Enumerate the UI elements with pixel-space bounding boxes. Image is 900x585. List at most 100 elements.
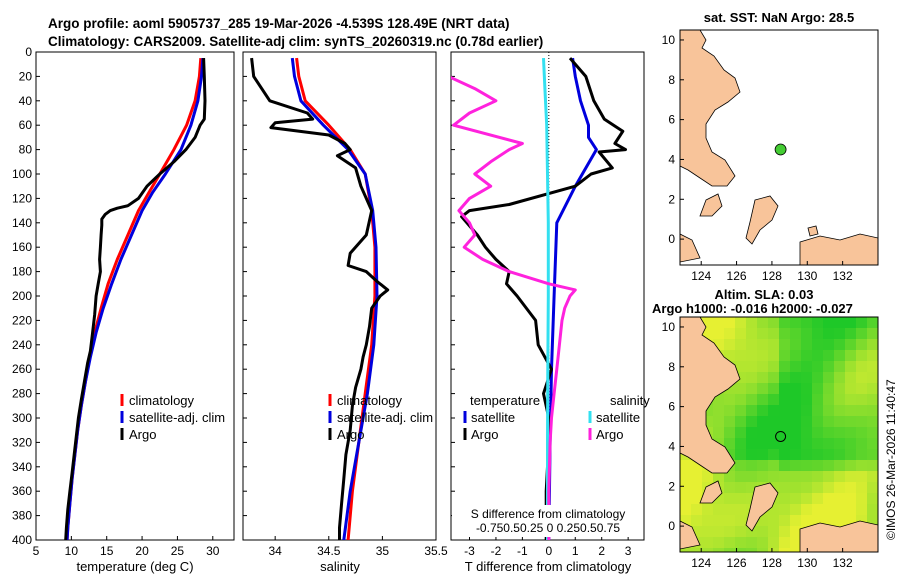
sla-cell: [834, 460, 846, 472]
sla-cell: [746, 537, 758, 549]
sla-cell: [691, 471, 703, 483]
x-tick-label: 1: [572, 544, 579, 558]
sla-cell: [823, 416, 835, 428]
sla-cell: [834, 383, 846, 395]
figure-title-line1: Argo profile: aoml 5905737_285 19-Mar-20…: [48, 16, 509, 31]
sla-cell: [779, 548, 791, 552]
sla-cell: [867, 493, 878, 505]
sla-cell: [735, 493, 747, 505]
argo-float-marker: [774, 143, 787, 156]
sla-cell: [779, 438, 791, 450]
y-tick-label: 380: [12, 509, 32, 523]
y-tick-label: 100: [12, 167, 32, 181]
sla-cell: [812, 317, 824, 329]
series-salinity-satellite: [542, 58, 550, 540]
sla-cell: [724, 548, 736, 552]
sla-cell: [823, 317, 835, 329]
sla-cell: [812, 471, 824, 483]
difference-xlabel: T difference from climatology: [465, 559, 632, 574]
sla-cell: [746, 372, 758, 384]
sla-cell: [812, 493, 824, 505]
sla-cell: [757, 515, 769, 527]
sla-cell: [746, 438, 758, 450]
sla-cell: [790, 471, 802, 483]
sla-cell: [790, 537, 802, 549]
map-x-tick-label: 132: [833, 556, 853, 570]
sla-cell: [790, 493, 802, 505]
legend-label-argo: Argo: [337, 427, 364, 442]
legend-label-s-argo: Argo: [596, 427, 623, 442]
sla-cell: [680, 460, 692, 472]
sla-cell: [768, 350, 780, 362]
sla-cell: [856, 449, 868, 461]
sla-cell: [779, 339, 791, 351]
sla-cell: [823, 405, 835, 417]
sla-cell: [680, 493, 692, 505]
sla-cell: [680, 504, 692, 516]
sla-cell: [856, 405, 868, 417]
sla-cell: [691, 504, 703, 516]
sla-cell: [757, 526, 769, 538]
sla-cell: [746, 427, 758, 439]
halmahera-landmass: [745, 482, 779, 532]
map-x-tick-label: 132: [833, 269, 853, 283]
sla-cell: [779, 515, 791, 527]
sla-cell: [812, 339, 824, 351]
sla-cell: [845, 493, 857, 505]
sla-cell: [801, 427, 813, 439]
sla-cell: [790, 482, 802, 494]
map-y-tick-label: 6: [668, 400, 675, 414]
sla-cell: [779, 449, 791, 461]
sla-cell: [856, 317, 868, 329]
legend-title-salinity: salinity: [610, 393, 650, 408]
sla-cell: [768, 515, 780, 527]
legend-label-climatology: climatology: [129, 393, 195, 408]
sla-cell: [713, 515, 725, 527]
legend-label-satellite: satellite-adj. clim: [129, 410, 225, 425]
sla-cell: [812, 416, 824, 428]
sla-cell: [856, 416, 868, 428]
sla-cell: [801, 504, 813, 516]
map-y-tick-label: 8: [668, 360, 675, 374]
sla-cell: [768, 526, 780, 538]
sla-cell: [823, 372, 835, 384]
sla-cell: [735, 383, 747, 395]
map-y-tick-label: 6: [668, 113, 675, 127]
sla-cell: [713, 416, 725, 428]
sla-cell: [757, 361, 769, 373]
series-temperature-satellite: [547, 57, 598, 540]
sla-cell: [867, 504, 878, 516]
sla-cell: [735, 449, 747, 461]
sla-cell: [790, 350, 802, 362]
sla-cell: [790, 405, 802, 417]
sla-cell: [801, 372, 813, 384]
map-y-tick-label: 8: [668, 73, 675, 87]
map-x-tick-label: 130: [797, 269, 817, 283]
sla-cell: [779, 350, 791, 362]
sla-cell: [724, 317, 736, 329]
sla-cell: [713, 471, 725, 483]
sla-cell: [702, 416, 714, 428]
sla-cell: [834, 493, 846, 505]
sla-cell: [801, 438, 813, 450]
sla-cell: [724, 339, 736, 351]
sla-cell: [724, 427, 736, 439]
sla-cell: [724, 515, 736, 527]
sla-cell: [867, 361, 878, 373]
sla-cell: [845, 504, 857, 516]
sla-cell: [801, 416, 813, 428]
y-tick-label: 20: [19, 69, 33, 83]
sla-cell: [691, 482, 703, 494]
y-tick-label: 280: [12, 387, 32, 401]
sla-cell: [713, 504, 725, 516]
salinity-axes-box: [242, 51, 437, 541]
sla-cell: [779, 427, 791, 439]
temperature-panel: 5 10 15 20 25 3002040608010012014016018020022…: [12, 45, 235, 574]
sla-cell: [856, 350, 868, 362]
sla-cell: [746, 361, 758, 373]
sla-cell: [757, 427, 769, 439]
sla-cell: [713, 493, 725, 505]
island-1: [699, 480, 723, 504]
sla-cell: [713, 526, 725, 538]
sla-cell: [779, 471, 791, 483]
